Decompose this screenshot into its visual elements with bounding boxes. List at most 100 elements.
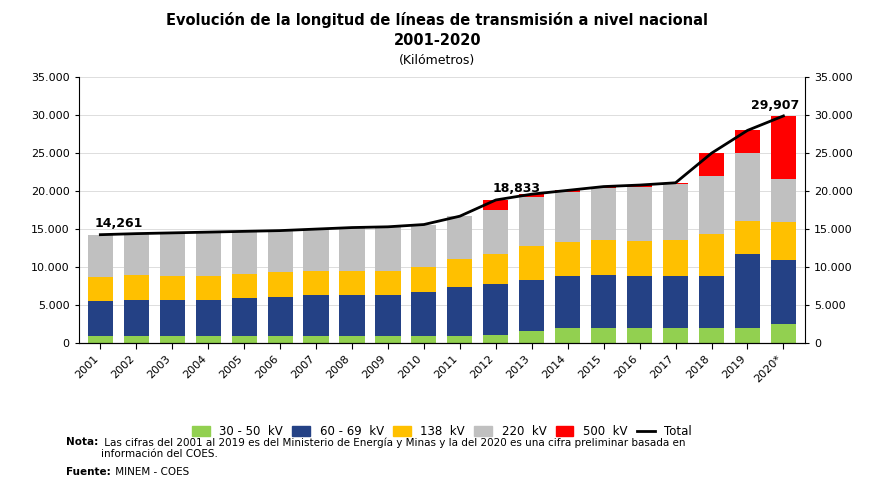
Bar xyxy=(268,272,292,297)
Bar xyxy=(627,187,652,241)
Bar xyxy=(483,254,508,284)
Bar xyxy=(268,230,292,272)
Bar xyxy=(771,179,796,222)
Bar xyxy=(663,240,688,276)
Bar xyxy=(340,336,365,343)
Text: Nota:: Nota: xyxy=(66,437,98,447)
Bar xyxy=(375,336,401,343)
Bar xyxy=(735,328,760,343)
Bar xyxy=(88,235,113,277)
Bar xyxy=(232,298,256,336)
Bar xyxy=(555,242,580,276)
Bar xyxy=(699,153,724,176)
Bar xyxy=(627,328,652,343)
Bar xyxy=(447,336,472,343)
Bar xyxy=(519,280,544,331)
Bar xyxy=(123,275,149,299)
Bar xyxy=(592,275,616,328)
Bar xyxy=(735,254,760,328)
Bar xyxy=(555,276,580,328)
Bar xyxy=(592,188,616,241)
Bar xyxy=(123,336,149,343)
Bar xyxy=(304,271,329,295)
Bar xyxy=(196,232,220,276)
Text: (Kilómetros): (Kilómetros) xyxy=(399,54,476,67)
Bar xyxy=(232,336,256,343)
Bar xyxy=(196,276,220,300)
Text: Fuente:: Fuente: xyxy=(66,467,110,477)
Bar xyxy=(627,185,652,187)
Bar xyxy=(304,229,329,271)
Text: Evolución de la longitud de líneas de transmisión a nivel nacional: Evolución de la longitud de líneas de tr… xyxy=(166,12,709,28)
Text: 14,261: 14,261 xyxy=(94,217,144,230)
Text: 18,833: 18,833 xyxy=(493,183,540,196)
Bar xyxy=(411,336,437,343)
Bar xyxy=(447,287,472,336)
Bar xyxy=(555,190,580,192)
Bar xyxy=(483,284,508,335)
Bar xyxy=(735,130,760,153)
Bar xyxy=(699,176,724,234)
Bar xyxy=(123,299,149,336)
Bar xyxy=(304,336,329,343)
Bar xyxy=(519,246,544,280)
Bar xyxy=(483,210,508,254)
Bar xyxy=(627,241,652,276)
Bar xyxy=(663,276,688,328)
Bar xyxy=(663,183,688,185)
Bar xyxy=(735,222,760,254)
Legend: 30 - 50  kV, 60 - 69  kV, 138  kV, 220  kV, 500  kV, Total: 30 - 50 kV, 60 - 69 kV, 138 kV, 220 kV, … xyxy=(187,421,696,443)
Bar xyxy=(232,274,256,298)
Bar xyxy=(555,328,580,343)
Bar xyxy=(771,116,796,179)
Bar xyxy=(268,297,292,336)
Bar xyxy=(519,197,544,246)
Bar xyxy=(699,328,724,343)
Bar xyxy=(592,328,616,343)
Bar xyxy=(663,328,688,343)
Bar xyxy=(411,267,437,292)
Bar xyxy=(735,153,760,222)
Bar xyxy=(375,271,401,295)
Bar xyxy=(627,276,652,328)
Bar xyxy=(304,295,329,336)
Bar xyxy=(411,292,437,336)
Text: 2001-2020: 2001-2020 xyxy=(394,33,481,48)
Bar xyxy=(483,200,508,210)
Bar xyxy=(699,276,724,328)
Text: Las cifras del 2001 al 2019 es del Ministerio de Energía y Minas y la del 2020 e: Las cifras del 2001 al 2019 es del Minis… xyxy=(101,437,685,459)
Bar xyxy=(771,260,796,324)
Bar xyxy=(340,295,365,336)
Text: MINEM - COES: MINEM - COES xyxy=(112,467,189,477)
Bar xyxy=(268,336,292,343)
Bar xyxy=(663,185,688,240)
Bar xyxy=(447,259,472,287)
Bar xyxy=(340,271,365,295)
Bar xyxy=(159,276,185,300)
Bar xyxy=(88,336,113,343)
Bar xyxy=(411,225,437,267)
Bar xyxy=(88,277,113,301)
Bar xyxy=(771,222,796,260)
Bar xyxy=(196,336,220,343)
Bar xyxy=(375,295,401,336)
Bar xyxy=(159,300,185,336)
Bar xyxy=(447,216,472,259)
Bar xyxy=(159,233,185,276)
Bar xyxy=(88,301,113,336)
Bar xyxy=(771,324,796,343)
Bar xyxy=(340,227,365,271)
Bar xyxy=(375,227,401,271)
Bar xyxy=(519,331,544,343)
Text: 29,907: 29,907 xyxy=(751,99,800,112)
Bar xyxy=(159,336,185,343)
Bar xyxy=(699,234,724,276)
Bar xyxy=(232,231,256,274)
Bar xyxy=(483,335,508,343)
Bar xyxy=(196,300,220,336)
Bar xyxy=(519,194,544,197)
Bar xyxy=(555,192,580,242)
Bar xyxy=(592,241,616,275)
Bar xyxy=(123,234,149,275)
Bar xyxy=(592,186,616,188)
